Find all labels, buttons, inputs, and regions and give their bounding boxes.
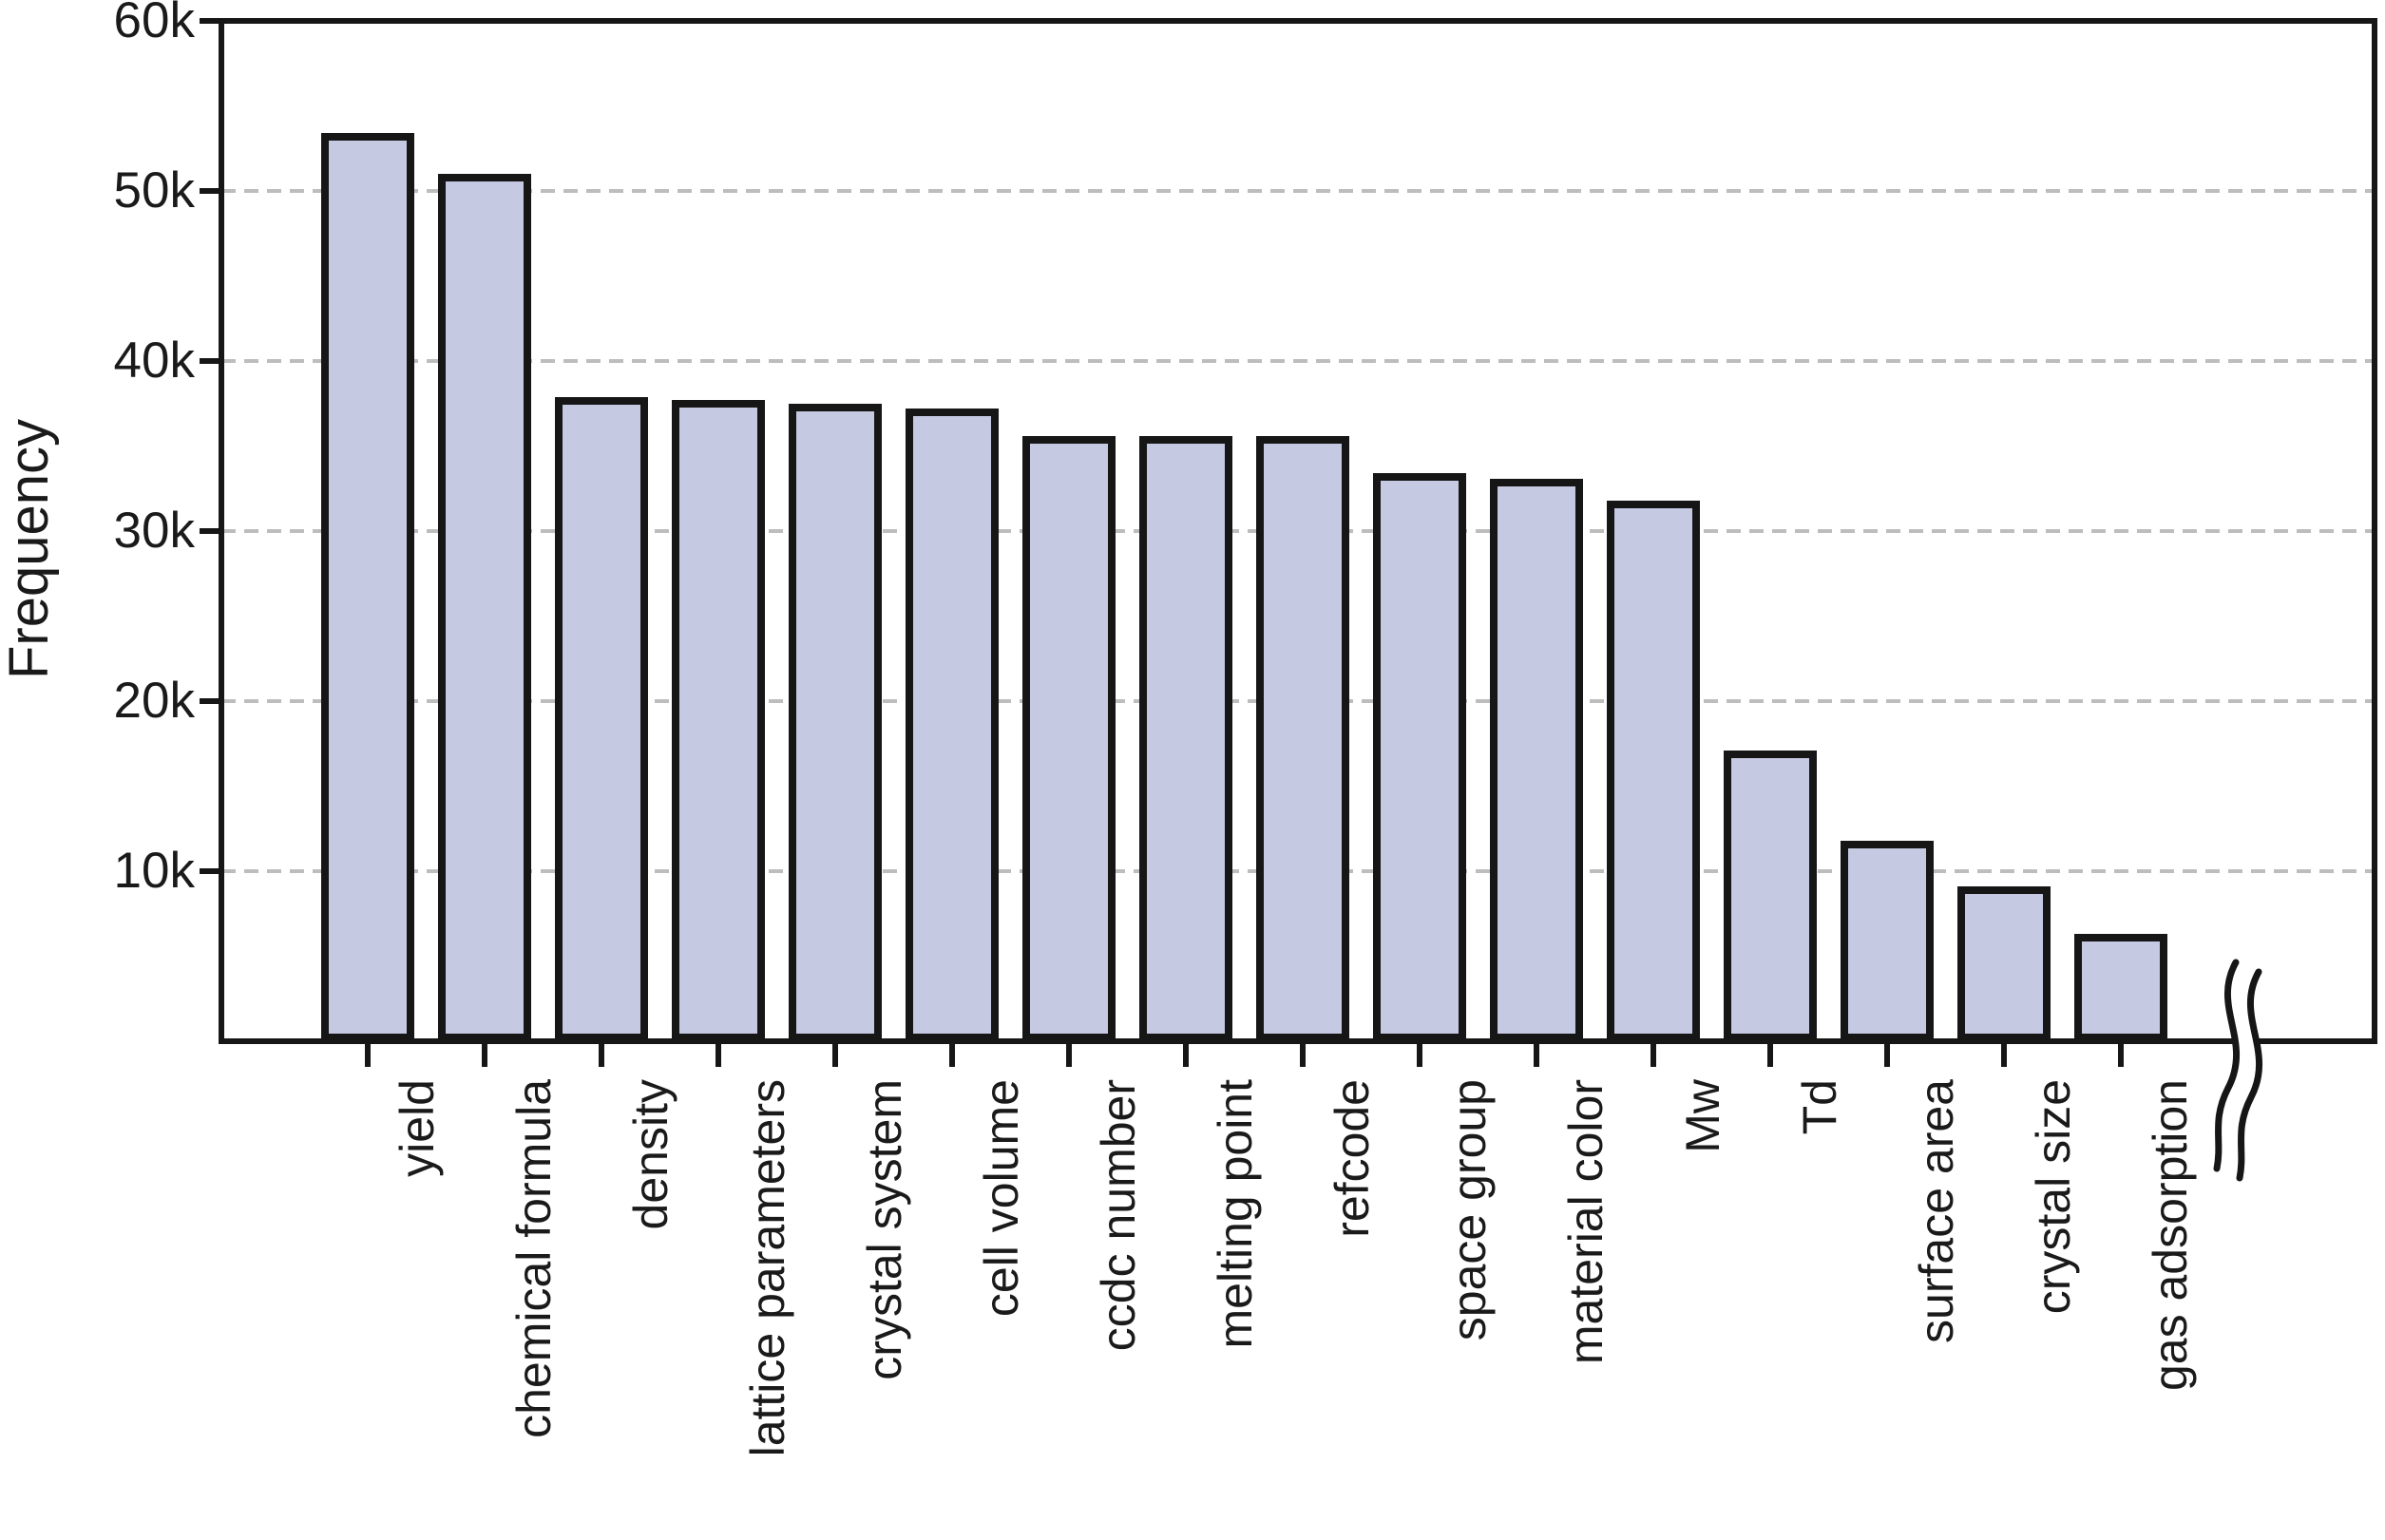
x-tick-cell-volume	[949, 1044, 955, 1067]
bar-density	[555, 397, 648, 1041]
x-tick-lattice-parameters	[716, 1044, 721, 1067]
x-tick-label-material-color: material color	[1559, 1079, 1612, 1365]
bar-material-color	[1490, 479, 1583, 1041]
x-tick-label-refcode: refcode	[1326, 1079, 1379, 1238]
x-tick-mw	[1650, 1044, 1656, 1067]
x-tick-chemical-formula	[482, 1044, 487, 1067]
bar-crystal-size	[1957, 886, 2051, 1041]
top-spine	[221, 18, 2375, 24]
x-axis-line	[219, 1038, 2377, 1044]
bar-lattice-parameters	[672, 400, 765, 1041]
y-tick-label-30k: 30k	[113, 503, 195, 559]
bar-surface-area	[1841, 841, 1934, 1041]
x-tick-ccdc-number	[1066, 1044, 1072, 1067]
bar-mw	[1607, 501, 1700, 1041]
bar-refcode	[1256, 436, 1349, 1041]
x-tick-crystal-system	[832, 1044, 838, 1067]
x-tick-label-mw: Mw	[1676, 1079, 1729, 1153]
bar-td	[1724, 751, 1817, 1041]
bar-melting-point	[1139, 436, 1232, 1041]
x-tick-label-gas-adsorption: gas adsorption	[2144, 1079, 2197, 1392]
bar-chemical-formula	[438, 174, 531, 1041]
x-tick-yield	[365, 1044, 371, 1067]
x-tick-label-space-group: space group	[1442, 1079, 1496, 1341]
y-tick-label-40k: 40k	[113, 333, 195, 389]
y-tick-50k	[200, 188, 219, 194]
bar-gas-adsorption	[2074, 934, 2167, 1041]
x-tick-space-group	[1417, 1044, 1422, 1067]
x-tick-label-lattice-parameters: lattice parameters	[741, 1079, 794, 1457]
axis-break-curve-left	[2213, 959, 2241, 1172]
plot-area	[219, 18, 2377, 1044]
left-spine	[219, 18, 224, 1044]
x-tick-surface-area	[1884, 1044, 1890, 1067]
bar-cell-volume	[906, 409, 999, 1041]
y-tick-30k	[200, 528, 219, 534]
x-tick-density	[599, 1044, 604, 1067]
x-tick-refcode	[1300, 1044, 1306, 1067]
bar-yield	[321, 133, 414, 1041]
x-tick-melting-point	[1183, 1044, 1189, 1067]
x-tick-label-surface-area: surface area	[1910, 1079, 1963, 1343]
axis-break-icon	[2213, 959, 2263, 1182]
y-tick-40k	[200, 358, 219, 364]
y-tick-label-20k: 20k	[113, 673, 195, 729]
y-tick-20k	[200, 698, 219, 704]
y-tick-label-60k: 60k	[113, 0, 195, 48]
bar-crystal-system	[789, 404, 882, 1041]
x-tick-label-melting-point: melting point	[1209, 1079, 1262, 1349]
x-tick-label-cell-volume: cell volume	[975, 1079, 1028, 1318]
x-tick-material-color	[1534, 1044, 1539, 1067]
bar-space-group	[1373, 473, 1466, 1041]
bar-ccdc-number	[1022, 436, 1116, 1041]
y-tick-60k	[200, 18, 219, 24]
x-tick-label-crystal-size: crystal size	[2027, 1079, 2080, 1315]
y-tick-label-10k: 10k	[113, 843, 195, 899]
x-tick-td	[1767, 1044, 1773, 1067]
x-tick-label-yield: yield	[391, 1079, 444, 1177]
x-tick-label-crystal-system: crystal system	[858, 1079, 911, 1380]
x-tick-label-chemical-formula: chemical formula	[507, 1079, 561, 1438]
x-tick-label-td: Td	[1793, 1079, 1846, 1135]
right-spine	[2372, 18, 2377, 1044]
y-tick-label-50k: 50k	[113, 162, 195, 219]
x-tick-crystal-size	[2001, 1044, 2007, 1067]
gridline-40k	[221, 359, 2375, 363]
x-tick-gas-adsorption	[2118, 1044, 2124, 1067]
x-tick-label-ccdc-number: ccdc number	[1092, 1079, 1145, 1352]
gridline-50k	[221, 189, 2375, 193]
axis-break-curve-right	[2236, 968, 2263, 1182]
y-tick-10k	[200, 868, 219, 874]
x-tick-label-density: density	[624, 1079, 677, 1230]
